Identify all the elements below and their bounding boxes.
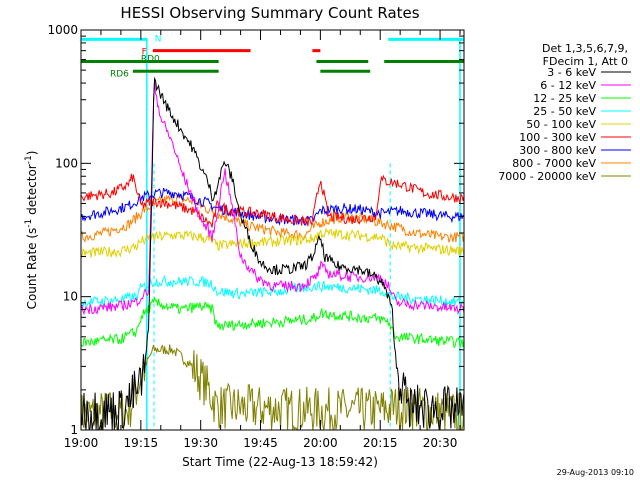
y-tick-label-0: 1 bbox=[70, 423, 78, 437]
y-axis-label: Count Rate (s-1 detector-1) bbox=[24, 151, 39, 310]
x-tick-label-3: 19:45 bbox=[243, 436, 278, 450]
legend-label-6: 300 - 800 keV bbox=[519, 144, 596, 157]
legend-label-7: 800 - 7000 keV bbox=[512, 157, 596, 170]
flag-label-rd0: RD0 bbox=[141, 55, 160, 65]
x-tick-label-0: 19:00 bbox=[64, 436, 99, 450]
x-axis-label: Start Time (22-Aug-13 18:59:42) bbox=[182, 455, 378, 469]
legend-label-4: 50 - 100 keV bbox=[526, 118, 596, 131]
series-line-800to7000keV bbox=[80, 193, 465, 243]
series-line-300to800keV bbox=[80, 187, 465, 226]
x-tick-label-5: 20:15 bbox=[363, 436, 398, 450]
series-line-25to50keV bbox=[80, 275, 465, 310]
footer-date: 29-Aug-2013 09:10 bbox=[557, 468, 634, 477]
y-tick-label-2: 100 bbox=[55, 156, 78, 170]
legend-header-0: Det 1,3,5,6,7,9, bbox=[542, 42, 628, 55]
legend-label-0: 3 - 6 keV bbox=[547, 66, 596, 79]
flag-label-f: F bbox=[142, 48, 147, 58]
legend-label-1: 6 - 12 keV bbox=[540, 79, 596, 92]
legend-label-5: 100 - 300 keV bbox=[519, 131, 596, 144]
series-line-7000to20000keV bbox=[80, 344, 465, 432]
legend: Det 1,3,5,6,7,9,FDecim 1, Att 03 - 6 keV… bbox=[498, 42, 631, 183]
series-line-6to12keV bbox=[80, 80, 465, 316]
series-line-50to100keV bbox=[80, 227, 465, 258]
flag-label-rd6: RD6 bbox=[110, 69, 129, 79]
flag-label-n: N bbox=[155, 34, 162, 44]
x-tick-label-6: 20:30 bbox=[423, 436, 458, 450]
x-tick-label-2: 19:30 bbox=[183, 436, 218, 450]
y-tick-label-1: 10 bbox=[63, 290, 78, 304]
y-tick-label-3: 1000 bbox=[47, 23, 78, 37]
legend-label-2: 12 - 25 keV bbox=[533, 92, 596, 105]
series-line-100to300keV bbox=[80, 173, 465, 228]
legend-label-8: 7000 - 20000 keV bbox=[498, 170, 596, 183]
legend-label-3: 25 - 50 keV bbox=[533, 105, 596, 118]
legend-header-1: FDecim 1, Att 0 bbox=[543, 55, 628, 68]
plot-frame bbox=[80, 29, 465, 431]
series-line-12to25keV bbox=[80, 296, 465, 348]
x-tick-label-4: 20:00 bbox=[303, 436, 338, 450]
chart-title: HESSI Observing Summary Count Rates bbox=[120, 4, 419, 22]
x-tick-label-1: 19:15 bbox=[124, 436, 159, 450]
series-line-3to6keV bbox=[80, 76, 465, 431]
